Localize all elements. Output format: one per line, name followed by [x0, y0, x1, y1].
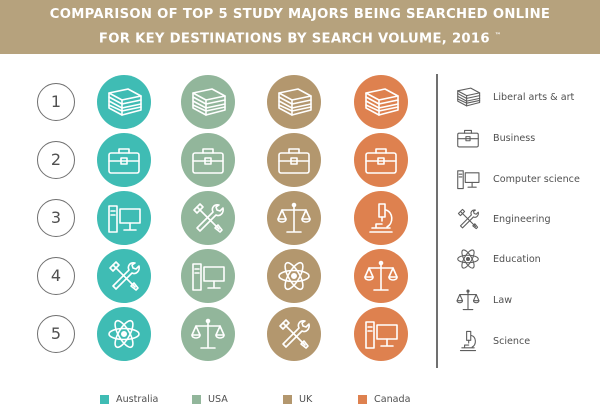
- key-label: Business: [493, 132, 536, 144]
- key-label: Liberal arts & art: [493, 91, 575, 103]
- computer-icon: [365, 321, 398, 349]
- books-icon: [457, 87, 481, 107]
- legend-label: Australia: [116, 393, 159, 405]
- computer-icon: [192, 263, 225, 291]
- key-label: Science: [493, 335, 531, 347]
- legend-label: UK: [299, 393, 313, 405]
- major-cell: [267, 249, 321, 303]
- tools-icon: [279, 319, 310, 349]
- computer-icon: [457, 170, 480, 190]
- key-item: Business: [455, 125, 535, 151]
- legend-swatch: [100, 394, 109, 404]
- major-cell: [354, 133, 408, 187]
- key-divider: [436, 74, 438, 368]
- key-item: Science: [455, 328, 530, 354]
- rank-label: 1: [37, 83, 75, 121]
- legend-swatch: [192, 394, 201, 404]
- atom-icon: [278, 261, 310, 291]
- briefcase-icon: [365, 148, 397, 174]
- legend-item: Australia: [100, 392, 158, 406]
- rank-label: 5: [37, 315, 75, 353]
- key-label: Engineering: [493, 213, 551, 225]
- legend-swatch: [358, 394, 367, 404]
- major-cell: [267, 133, 321, 187]
- trademark-mark: ™: [494, 32, 502, 39]
- key-label: Law: [493, 294, 513, 306]
- major-cell: [181, 191, 235, 245]
- key-item: Education: [455, 246, 541, 272]
- major-cell: [181, 75, 235, 129]
- scales-icon: [277, 202, 311, 233]
- major-cell: [354, 307, 408, 361]
- title-line-1: COMPARISON OF TOP 5 STUDY MAJORS BEING S…: [49, 7, 551, 22]
- major-cell: [97, 191, 151, 245]
- books-icon: [365, 88, 399, 116]
- rank-label: 3: [37, 199, 75, 237]
- books-icon: [192, 88, 226, 116]
- legend-item: Canada: [358, 392, 411, 406]
- microscope-icon: [369, 203, 393, 233]
- legend-label: USA: [208, 393, 228, 405]
- key-item: Engineering: [455, 206, 551, 232]
- legend-item: USA: [192, 392, 228, 406]
- title-line-2: FOR KEY DESTINATIONS BY SEARCH VOLUME, 2…: [98, 31, 502, 47]
- major-cell: [97, 133, 151, 187]
- major-cell: [354, 249, 408, 303]
- major-cell: [181, 307, 235, 361]
- major-cell: [97, 75, 151, 129]
- key-item: Law: [455, 287, 512, 313]
- rank-label: 4: [37, 257, 75, 295]
- major-cell: [97, 307, 151, 361]
- books-icon: [278, 88, 312, 116]
- scales-icon: [456, 289, 480, 311]
- tools-icon: [457, 208, 479, 230]
- major-cell: [181, 249, 235, 303]
- books-icon: [108, 88, 142, 116]
- major-cell: [267, 307, 321, 361]
- briefcase-icon: [108, 148, 140, 174]
- rank-label: 2: [37, 141, 75, 179]
- tools-icon: [193, 203, 224, 233]
- computer-icon: [108, 205, 141, 233]
- legend-item: UK: [283, 392, 312, 406]
- major-cell: [181, 133, 235, 187]
- scales-icon: [191, 318, 225, 349]
- major-cell: [97, 249, 151, 303]
- tools-icon: [109, 261, 140, 291]
- key-item: Computer science: [455, 166, 580, 192]
- scales-icon: [364, 260, 398, 291]
- major-cell: [354, 191, 408, 245]
- atom-icon: [457, 249, 479, 269]
- major-cell: [267, 191, 321, 245]
- key-label: Education: [493, 253, 541, 265]
- key-label: Computer science: [493, 173, 580, 185]
- chart-title: COMPARISON OF TOP 5 STUDY MAJORS BEING S…: [0, 0, 600, 54]
- briefcase-icon: [278, 148, 310, 174]
- atom-icon: [108, 319, 140, 349]
- legend-label: Canada: [374, 393, 411, 405]
- key-item: Liberal arts & art: [455, 84, 574, 110]
- legend-swatch: [283, 394, 292, 404]
- major-cell: [354, 75, 408, 129]
- microscope-icon: [459, 330, 477, 352]
- major-cell: [267, 75, 321, 129]
- briefcase-icon: [192, 148, 224, 174]
- briefcase-icon: [457, 129, 479, 148]
